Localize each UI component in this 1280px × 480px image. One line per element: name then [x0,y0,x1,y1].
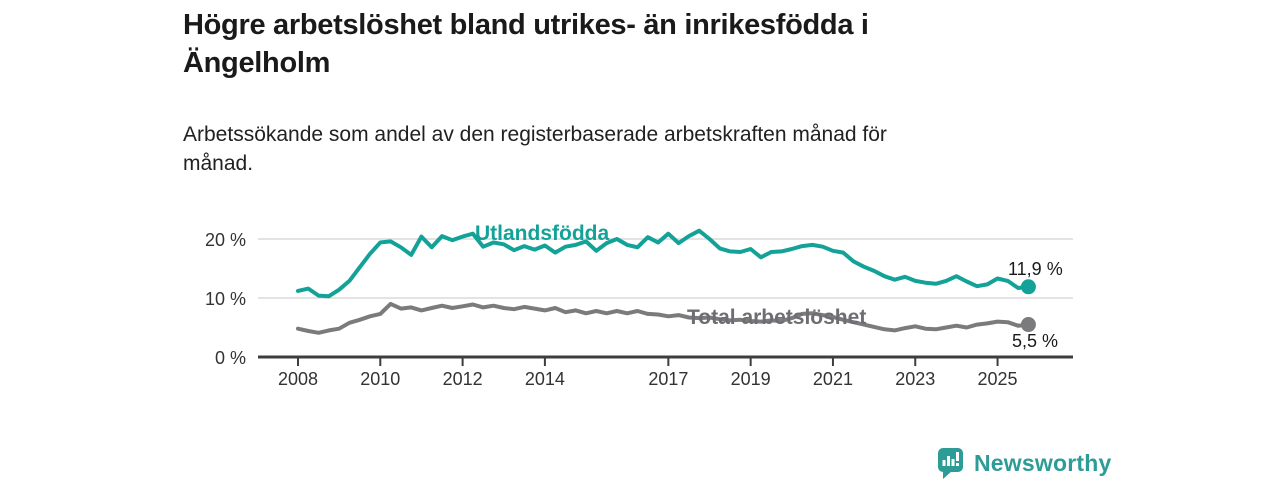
series-end-dot-utlandsfodda [1020,279,1036,295]
y-tick-label-20: 20 % [204,230,246,250]
subtitle-line-1: Arbetssökande som andel av den registerb… [183,123,887,146]
series-label-utlandsfodda: Utlandsfödda [475,222,610,245]
title-line-2: Ängelholm [183,47,331,79]
series-line-total [296,301,1031,335]
newsworthy-logo: Newsworthy [938,447,1111,479]
x-tick-label-2008: 2008 [278,369,318,389]
series-end-dot-total [1020,317,1036,333]
newsworthy-logo-text: Newsworthy [974,449,1112,476]
x-tick-label-2021: 2021 [813,369,853,389]
x-tick-label-2023: 2023 [895,369,935,389]
end-value-total-arbetsloshet: 5,5 % [1012,331,1059,351]
y-tick-label-10: 10 % [204,289,246,309]
x-tick-label-2014: 2014 [525,369,565,389]
chart-subtitle: Arbetssökande som andel av den registerb… [183,120,1043,178]
x-tick-label-2010: 2010 [360,369,400,389]
subtitle-line-2: månad. [183,152,254,175]
newsworthy-bubble-chart-icon [938,448,963,479]
series-line-utlandsfodda [296,228,1031,299]
series-label-total-arbetsloshet: Total arbetslöshet [687,306,867,329]
x-tick-label-2019: 2019 [731,369,771,389]
x-tick-label-2012: 2012 [443,369,483,389]
x-tick-label-2025: 2025 [978,369,1018,389]
y-tick-label-0: 0 % [214,348,246,368]
page-title: Högre arbetslöshet bland utrikes- än inr… [183,6,1003,82]
title-line-1: Högre arbetslöshet bland utrikes- än inr… [183,9,869,41]
end-value-utlandsfodda: 11,9 % [1008,259,1063,279]
x-tick-label-2017: 2017 [648,369,688,389]
